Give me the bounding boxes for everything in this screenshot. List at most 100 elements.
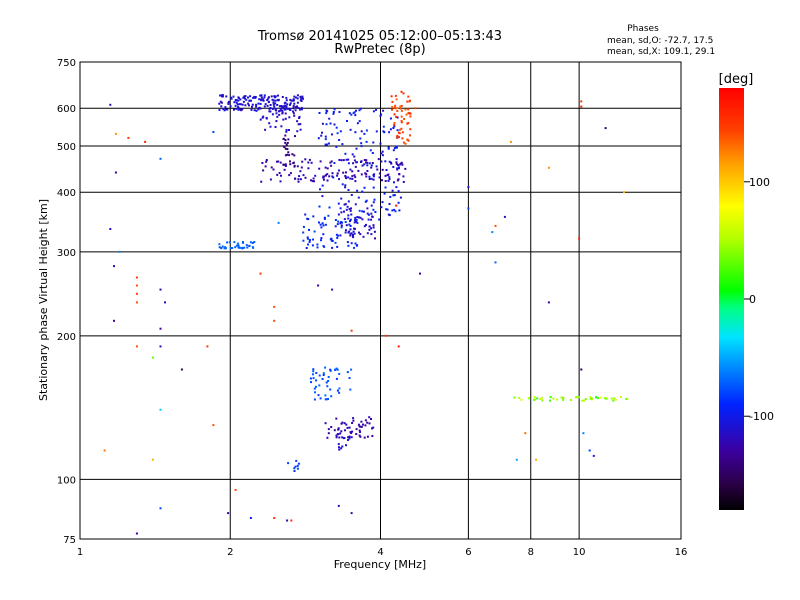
chart-subtitle: RwPretec (8p) [334,42,425,57]
data-point [151,356,154,359]
colorbar-label: [deg] [719,72,754,87]
data-point [367,213,370,216]
data-point [540,396,543,399]
data-point [223,247,226,250]
data-point [343,210,345,213]
data-point [135,276,138,279]
data-point [285,96,288,99]
data-point [228,100,230,103]
data-point [274,102,277,105]
data-point [253,109,256,112]
data-point [610,397,613,400]
data-point [322,372,325,375]
data-point [405,113,408,116]
data-point [164,301,166,304]
data-point [391,106,394,109]
stats-x-line: mean, sd,X: 109.1, 29.1 [607,47,715,57]
data-point [296,165,299,168]
data-point [387,213,390,216]
data-point [284,163,287,166]
data-point [331,175,334,178]
data-point [293,95,296,98]
data-point [320,134,323,137]
data-point [403,118,406,120]
data-point [324,138,327,141]
data-point [285,143,288,146]
data-point [159,157,162,160]
data-point [388,160,391,163]
data-point [370,418,372,420]
data-point [268,110,271,113]
data-point [159,408,162,411]
data-point [338,139,341,141]
data-point [326,385,329,388]
data-point [361,218,364,221]
data-point [234,246,237,249]
data-point [344,221,347,223]
data-point [321,131,323,134]
data-point [151,458,154,461]
data-point [409,134,411,137]
data-point [260,99,263,102]
data-point [369,149,372,152]
plot-frame [79,61,682,540]
data-point [340,447,343,450]
data-point [372,224,375,227]
data-point [224,106,227,109]
data-point [221,95,223,98]
data-point [274,126,277,128]
data-point [363,159,366,161]
data-point [241,108,244,111]
data-point [342,171,345,174]
data-point [357,423,360,426]
data-point [339,432,342,435]
data-point [293,467,296,470]
colorbar-tick-label: 0 [749,293,756,306]
data-point [352,162,355,165]
data-point [589,396,592,398]
data-point [348,377,351,379]
data-point [340,197,343,200]
data-point [222,108,225,110]
data-point [388,178,391,180]
data-point [331,133,333,136]
data-point [335,126,338,129]
data-point [159,507,162,510]
data-point [513,396,516,399]
data-point [620,396,622,398]
data-point [237,96,240,99]
data-point [317,394,320,397]
data-point [315,372,318,374]
data-point [302,225,305,228]
data-point [354,165,357,168]
data-point [233,101,236,104]
data-point [326,167,329,170]
data-point [159,288,162,291]
data-point [295,459,298,462]
data-point [299,178,302,181]
data-point [292,106,295,109]
data-point [419,272,421,275]
data-point [535,458,538,461]
data-point [299,123,302,126]
data-point [368,228,371,231]
data-point [265,160,268,163]
data-point [354,180,357,183]
data-point [249,241,252,244]
data-point [293,165,296,168]
data-point [354,203,357,206]
data-point [273,105,276,108]
data-point [347,176,350,179]
data-point [364,419,367,422]
data-point [409,128,412,131]
data-point [257,107,260,110]
data-point [346,371,349,374]
data-point [293,114,296,117]
data-point [311,180,314,183]
data-point [338,178,340,181]
data-point [224,246,227,249]
data-point [541,399,544,402]
data-point [350,368,353,371]
data-point [393,147,396,149]
data-point [340,221,343,223]
